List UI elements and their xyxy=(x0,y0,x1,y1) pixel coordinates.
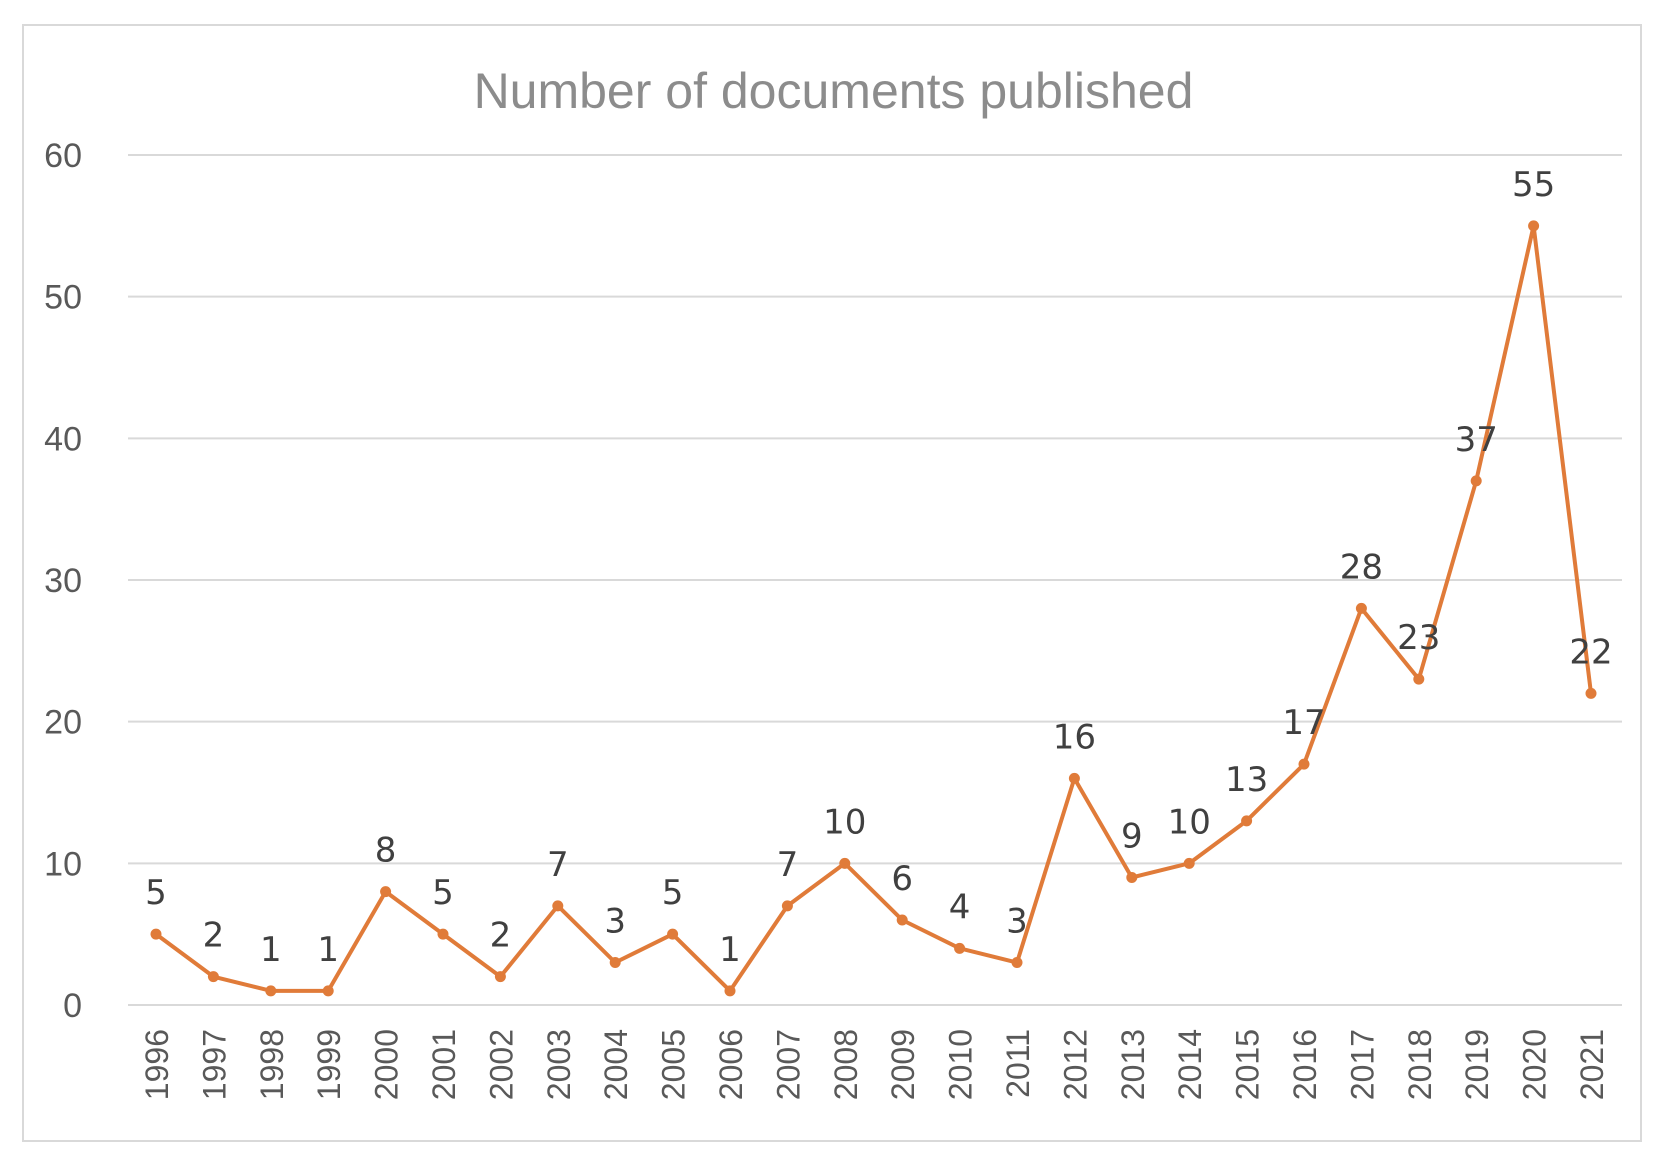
x-tick-label: 2005 xyxy=(656,1029,692,1100)
data-point xyxy=(1011,957,1023,968)
data-label: 1 xyxy=(317,930,339,970)
data-label: 16 xyxy=(1053,717,1096,757)
y-tick-label: 40 xyxy=(44,420,82,458)
data-label: 2 xyxy=(203,916,225,956)
x-tick-label: 2004 xyxy=(598,1029,634,1100)
x-tick-label: 2019 xyxy=(1459,1029,1495,1100)
y-tick-label: 20 xyxy=(44,704,82,742)
data-point xyxy=(437,928,449,940)
data-label: 23 xyxy=(1397,618,1440,658)
data-point xyxy=(322,985,334,997)
x-tick-label: 2002 xyxy=(483,1029,519,1100)
data-point xyxy=(1585,687,1597,699)
data-label: 3 xyxy=(604,902,626,942)
data-label: 3 xyxy=(1006,902,1028,942)
data-point xyxy=(667,928,679,940)
data-label: 5 xyxy=(662,873,684,913)
x-tick-label: 1999 xyxy=(311,1029,347,1100)
data-label: 8 xyxy=(375,831,397,871)
data-label: 17 xyxy=(1282,703,1325,743)
data-label: 13 xyxy=(1225,760,1268,800)
data-point xyxy=(494,971,506,983)
data-point xyxy=(954,942,966,954)
y-axis: 0 10 20 30 40 50 60 xyxy=(44,137,82,1025)
data-label: 10 xyxy=(1168,802,1211,842)
y-tick-label: 60 xyxy=(44,137,82,175)
data-point xyxy=(1068,772,1080,784)
data-point xyxy=(265,985,277,997)
chart-title: Number of documents published xyxy=(473,63,1194,119)
x-tick-label: 2006 xyxy=(713,1029,749,1100)
x-tick-label: 2009 xyxy=(885,1029,921,1100)
x-tick-label: 2015 xyxy=(1230,1029,1266,1100)
data-point xyxy=(1355,602,1367,614)
data-label: 1 xyxy=(260,930,282,970)
chart-frame xyxy=(22,24,1642,1142)
data-point xyxy=(1298,758,1310,770)
data-point xyxy=(839,857,851,869)
data-label: 6 xyxy=(891,859,913,899)
series-line xyxy=(154,223,1593,993)
x-tick-label: 1998 xyxy=(254,1029,290,1100)
data-label: 1 xyxy=(719,930,741,970)
x-tick-label: 2011 xyxy=(1000,1029,1036,1098)
data-point xyxy=(609,957,621,968)
data-point xyxy=(896,914,908,926)
data-label: 37 xyxy=(1455,420,1498,460)
data-point xyxy=(1470,475,1482,487)
data-label: 5 xyxy=(145,873,167,913)
x-tick-label: 2010 xyxy=(943,1029,979,1100)
data-point xyxy=(781,900,793,912)
data-point xyxy=(1241,815,1253,827)
x-tick-label: 2012 xyxy=(1057,1029,1093,1100)
y-tick-label: 0 xyxy=(63,987,82,1025)
data-label: 7 xyxy=(547,845,569,885)
x-tick-label: 2007 xyxy=(770,1029,806,1100)
data-label: 5 xyxy=(432,873,454,913)
x-tick-label: 2008 xyxy=(828,1029,864,1100)
data-point xyxy=(380,886,392,898)
x-tick-label: 2001 xyxy=(426,1029,462,1100)
data-point xyxy=(724,985,736,997)
data-label: 55 xyxy=(1512,165,1555,205)
y-tick-label: 50 xyxy=(44,279,82,317)
data-point xyxy=(1528,220,1540,232)
data-label: 2 xyxy=(490,916,512,956)
data-point xyxy=(150,928,162,940)
data-point xyxy=(552,900,564,912)
x-tick-label: 2020 xyxy=(1517,1029,1553,1100)
x-tick-label: 2013 xyxy=(1115,1029,1151,1100)
series-documents xyxy=(150,220,1597,997)
data-point xyxy=(207,971,219,983)
data-label: 10 xyxy=(823,802,866,842)
x-tick-label: 2000 xyxy=(369,1029,405,1100)
x-tick-label: 1996 xyxy=(139,1029,175,1100)
x-axis: 1996 1997 1998 1999 2000 2001 2002 2003 2004 2005… xyxy=(139,1029,1610,1100)
data-label: 22 xyxy=(1569,632,1612,672)
data-point xyxy=(1413,673,1425,685)
y-tick-label: 10 xyxy=(44,845,82,883)
x-tick-label: 2014 xyxy=(1172,1029,1208,1100)
x-tick-label: 2003 xyxy=(541,1029,577,1100)
gridlines xyxy=(128,154,1622,1006)
data-label: 4 xyxy=(949,887,971,927)
data-point xyxy=(1183,857,1195,869)
data-point xyxy=(1126,872,1138,883)
x-tick-label: 2017 xyxy=(1344,1029,1380,1100)
y-tick-label: 30 xyxy=(44,562,82,600)
x-tick-label: 2018 xyxy=(1402,1029,1438,1100)
data-label: 28 xyxy=(1340,547,1383,587)
data-label: 7 xyxy=(777,845,799,885)
x-tick-label: 2016 xyxy=(1287,1029,1323,1100)
data-label: 9 xyxy=(1121,817,1143,857)
x-tick-label: 2021 xyxy=(1574,1029,1610,1100)
x-tick-label: 1997 xyxy=(196,1029,232,1100)
